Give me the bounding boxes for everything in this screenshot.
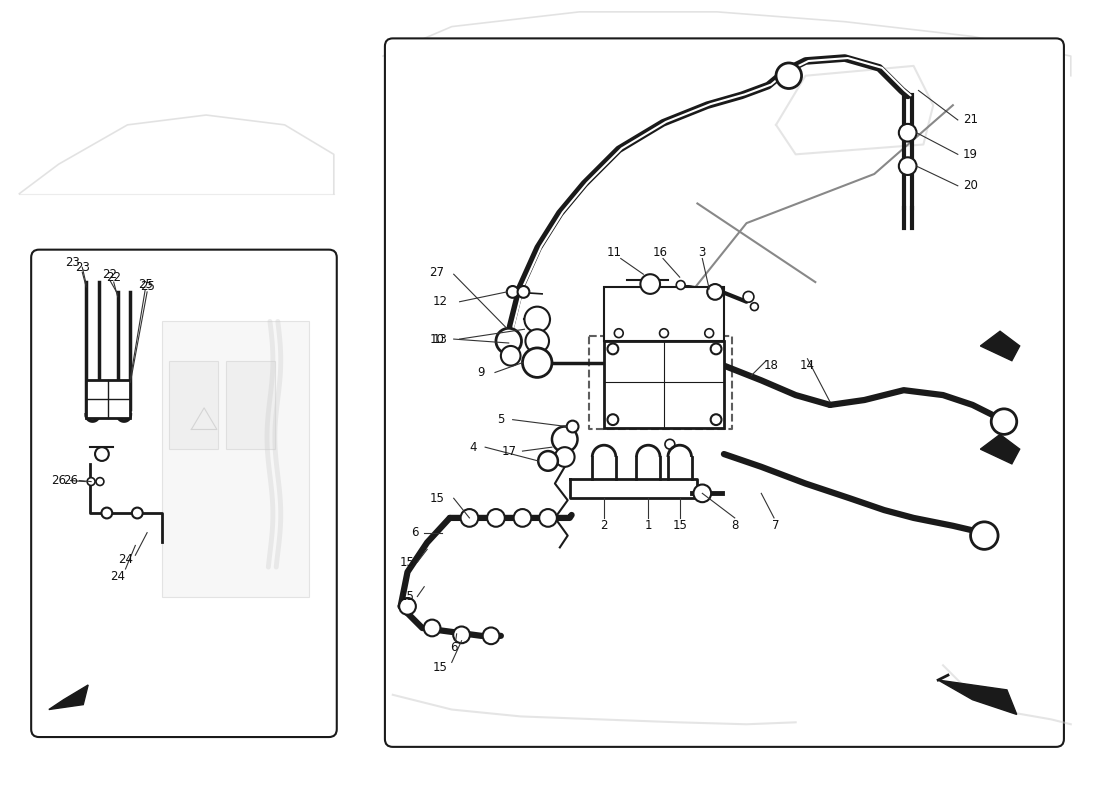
Text: 1: 1	[645, 519, 652, 532]
Circle shape	[483, 627, 499, 644]
Text: 19: 19	[964, 148, 978, 161]
Bar	[604, 341, 724, 427]
Bar	[604, 287, 724, 341]
Text: 16: 16	[652, 246, 668, 259]
Text: 17: 17	[502, 445, 516, 458]
Text: eurospares: eurospares	[436, 658, 664, 692]
Text: eurospares: eurospares	[436, 108, 664, 142]
Circle shape	[522, 348, 552, 378]
Circle shape	[487, 509, 505, 526]
Text: 11: 11	[606, 246, 621, 259]
Text: 18: 18	[763, 359, 779, 372]
Text: 8: 8	[732, 519, 738, 532]
Circle shape	[518, 286, 529, 298]
Text: 23: 23	[65, 256, 80, 269]
Text: 12: 12	[432, 295, 448, 308]
Circle shape	[693, 485, 712, 502]
Text: 22: 22	[102, 268, 118, 281]
Text: 27: 27	[429, 266, 444, 278]
Text: 10: 10	[430, 333, 444, 346]
FancyBboxPatch shape	[31, 250, 337, 737]
Circle shape	[666, 439, 674, 449]
Circle shape	[539, 509, 557, 526]
Text: 24: 24	[118, 553, 133, 566]
Circle shape	[705, 329, 714, 338]
Circle shape	[453, 626, 470, 643]
Circle shape	[750, 302, 758, 310]
Circle shape	[507, 286, 518, 298]
Circle shape	[707, 284, 723, 300]
Polygon shape	[980, 434, 1020, 464]
Circle shape	[500, 346, 520, 366]
Text: 26: 26	[52, 474, 66, 487]
Text: 15: 15	[430, 492, 444, 505]
Bar	[168, 361, 218, 449]
Circle shape	[566, 421, 579, 433]
Text: 14: 14	[800, 359, 815, 372]
Circle shape	[424, 620, 440, 636]
Circle shape	[399, 598, 416, 614]
Text: 25: 25	[138, 278, 153, 290]
Circle shape	[607, 343, 618, 354]
Text: 5: 5	[497, 413, 505, 426]
Circle shape	[552, 426, 578, 452]
Circle shape	[87, 478, 95, 486]
Circle shape	[676, 281, 685, 290]
Text: 15: 15	[432, 661, 448, 674]
Circle shape	[776, 63, 802, 89]
Text: 3: 3	[698, 246, 706, 259]
Circle shape	[132, 507, 143, 518]
Circle shape	[525, 306, 550, 332]
Circle shape	[615, 329, 624, 338]
Circle shape	[899, 124, 916, 142]
Circle shape	[101, 507, 112, 518]
Text: 21: 21	[964, 114, 978, 126]
Text: 23: 23	[75, 261, 90, 274]
Text: 6: 6	[450, 641, 458, 654]
Text: 24: 24	[110, 570, 125, 583]
Bar	[86, 380, 131, 418]
Circle shape	[711, 343, 722, 354]
Text: 6: 6	[410, 526, 418, 539]
Circle shape	[640, 274, 660, 294]
Text: 20: 20	[964, 179, 978, 192]
Circle shape	[899, 158, 916, 175]
Text: 15: 15	[672, 519, 688, 532]
Text: 15: 15	[400, 556, 415, 569]
FancyBboxPatch shape	[385, 38, 1064, 747]
Circle shape	[607, 414, 618, 425]
Text: 15: 15	[400, 590, 415, 603]
Polygon shape	[48, 685, 88, 710]
Circle shape	[538, 451, 558, 470]
Text: 25: 25	[140, 281, 155, 294]
Text: 26: 26	[63, 474, 78, 487]
Text: 7: 7	[772, 519, 780, 532]
Bar	[162, 322, 309, 597]
Circle shape	[660, 329, 669, 338]
Circle shape	[744, 291, 754, 302]
Circle shape	[554, 447, 574, 467]
Circle shape	[526, 330, 549, 353]
Polygon shape	[980, 331, 1020, 361]
Circle shape	[96, 478, 103, 486]
Circle shape	[711, 414, 722, 425]
Text: 4: 4	[470, 441, 477, 454]
Circle shape	[95, 447, 109, 461]
Circle shape	[970, 522, 998, 550]
Circle shape	[991, 409, 1016, 434]
Circle shape	[461, 509, 478, 526]
Polygon shape	[938, 680, 1016, 714]
Text: 13: 13	[432, 333, 448, 346]
Text: 22: 22	[107, 270, 121, 284]
Text: 9: 9	[477, 366, 485, 379]
Bar	[226, 361, 275, 449]
Circle shape	[514, 509, 531, 526]
Text: 2: 2	[601, 519, 608, 532]
Circle shape	[496, 328, 521, 354]
